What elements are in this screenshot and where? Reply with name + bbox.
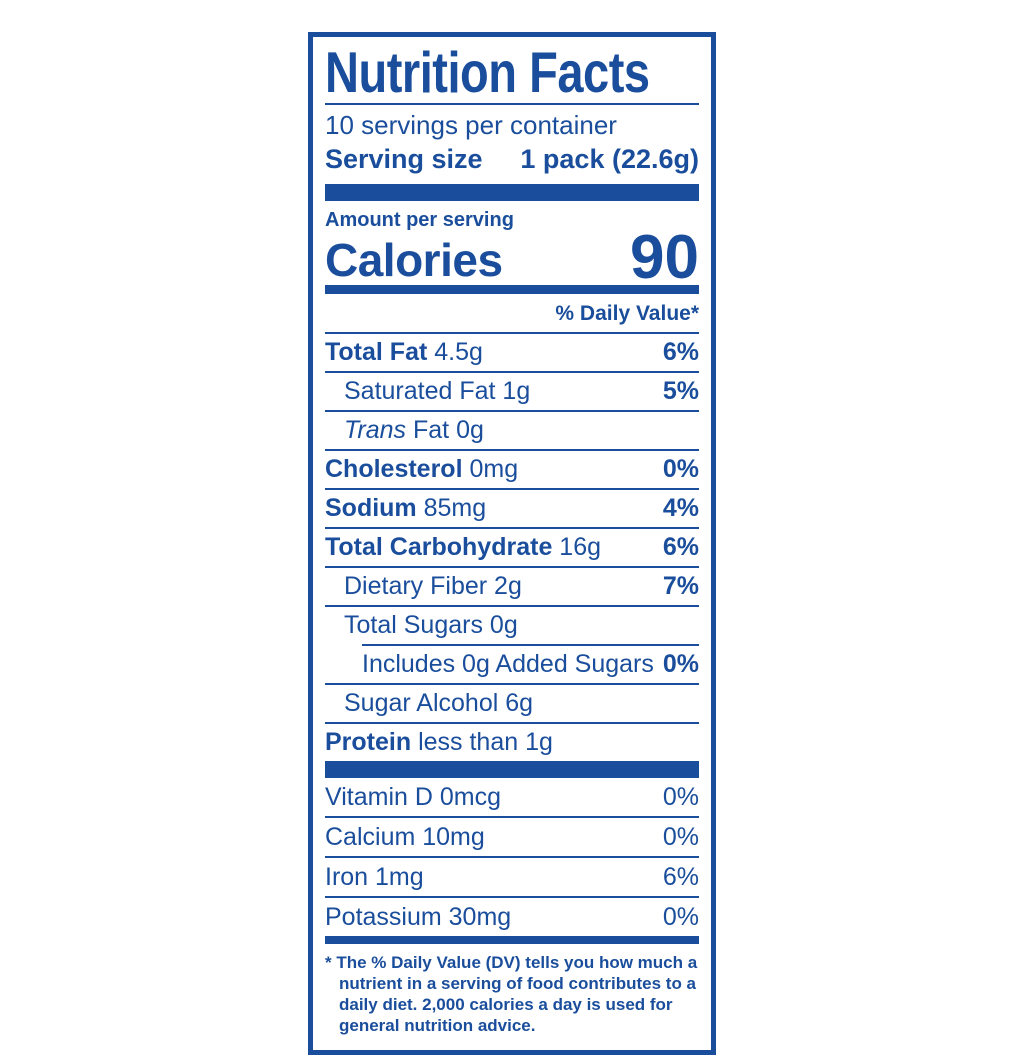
nutrient-name: Includes 0g Added Sugars [362,651,654,678]
nutrition-facts-label: Nutrition Facts 10 servings per containe… [308,32,716,1055]
nutrient-name: Total Carbohydrate 16g [325,533,602,561]
nutrient-name: Total Sugars 0g [344,611,518,639]
row-divider [325,410,699,412]
nutrient-name-lead: Includes 0g Added Sugars [362,650,654,678]
section-bar-calories [325,285,699,294]
nutrient-name-lead: Sodium [325,494,417,522]
row-divider [325,371,699,373]
daily-value-divider [325,332,699,334]
nutrient-name: Trans Fat 0g [344,416,484,444]
serving-size-row: Serving size 1 pack (22.6g) [325,142,699,176]
nutrient-name-lead: Sugar Alcohol [344,689,499,717]
vitamin-daily-value: 0% [662,782,699,811]
row-divider [325,527,699,529]
serving-size-label: Serving size [325,144,483,174]
nutrient-daily-value: 6% [662,338,699,366]
nutrient-name-lead: Saturated Fat [344,377,496,405]
vitamin-daily-value: 0% [662,822,699,851]
nutrient-daily-value: 7% [662,572,699,600]
nutrient-name: Sugar Alcohol 6g [344,689,534,717]
vitamin-daily-value: 6% [662,862,699,891]
nutrient-row: Sugar Alcohol 6g [325,685,699,722]
nutrient-daily-value: 0% [662,455,699,483]
row-divider [362,644,699,646]
vitamin-row: Calcium 10mg 0% [325,818,699,856]
nutrient-name: Saturated Fat 1g [344,377,531,405]
row-divider [325,449,699,451]
nutrient-name: Sodium 85mg [325,494,487,522]
vitamin-row: Iron 1mg 6% [325,858,699,896]
row-divider [325,566,699,568]
nutrient-row: Saturated Fat 1g 5% [325,373,699,410]
calories-value: 90 [630,223,699,292]
row-divider [325,856,699,858]
nutrient-row: Protein less than 1g [325,724,699,761]
vitamin-name: Iron 1mg [325,862,424,891]
amount-per-serving-label: Amount per serving [325,209,514,231]
title-divider [325,103,699,105]
nutrient-name-lead: Dietary Fiber [344,572,488,600]
nutrient-name: Dietary Fiber 2g [344,572,522,600]
vitamin-row: Potassium 30mg 0% [325,898,699,936]
vitamin-name: Potassium 30mg [325,902,512,931]
footnote: * The % Daily Value (DV) tells you how m… [325,953,698,1035]
nutrient-row: Total Carbohydrate 16g 6% [325,529,699,566]
serving-size-value: 1 pack (22.6g) [520,144,699,174]
nutrient-name: Total Fat 4.5g [325,338,483,366]
nutrient-row: Sodium 85mg 4% [325,490,699,527]
title-wrap: Nutrition Facts [325,42,699,106]
nutrient-name-lead: Total Carbohydrate [325,533,553,561]
row-divider [325,605,699,607]
vitamin-name: Calcium 10mg [325,822,485,851]
nutrient-name: Protein less than 1g [325,728,553,756]
row-divider [325,896,699,898]
nutrient-name-lead: Protein [325,728,412,756]
row-divider [325,683,699,685]
nutrient-row: Includes 0g Added Sugars 0% [325,646,699,683]
vitamin-row: Vitamin D 0mcg 0% [325,778,699,816]
nutrient-name-lead: Trans [344,416,407,444]
row-divider [325,722,699,724]
vitamin-daily-value: 0% [662,902,699,931]
vitamin-name: Vitamin D 0mcg [325,782,501,811]
nutrient-row: Trans Fat 0g [325,412,699,449]
calories-row: Calories 90 [325,223,699,292]
label-title: Nutrition Facts [325,41,650,106]
nutrient-name-lead: Cholesterol [325,455,463,483]
row-divider [325,816,699,818]
nutrient-rows: Total Fat 4.5g 6% Saturated Fat 1g 5% Trans … [325,334,699,761]
row-divider [325,488,699,490]
nutrient-daily-value: 0% [662,650,699,678]
nutrient-row: Cholesterol 0mg 0% [325,451,699,488]
daily-value-header: % Daily Value* [555,302,699,325]
page-background: Nutrition Facts 10 servings per containe… [308,32,716,1055]
nutrient-row: Total Sugars 0g [325,607,699,644]
nutrient-daily-value: 5% [662,377,699,405]
nutrient-name-lead: Total Sugars [344,611,483,639]
calories-label: Calories [325,234,503,286]
section-bar-footnote [325,936,699,944]
section-bar-protein [325,761,699,778]
nutrient-row: Dietary Fiber 2g 7% [325,568,699,605]
nutrient-daily-value: 6% [662,533,699,561]
nutrient-daily-value: 4% [662,494,699,522]
section-bar-top [325,184,699,201]
nutrient-name-lead: Total Fat [325,338,428,366]
servings-per-container: 10 servings per container [325,110,617,140]
vitamin-rows: Vitamin D 0mcg 0% Calcium 10mg 0% Iron 1mg 6%… [325,778,699,936]
nutrient-row: Total Fat 4.5g 6% [325,334,699,371]
nutrient-name: Cholesterol 0mg [325,455,519,483]
